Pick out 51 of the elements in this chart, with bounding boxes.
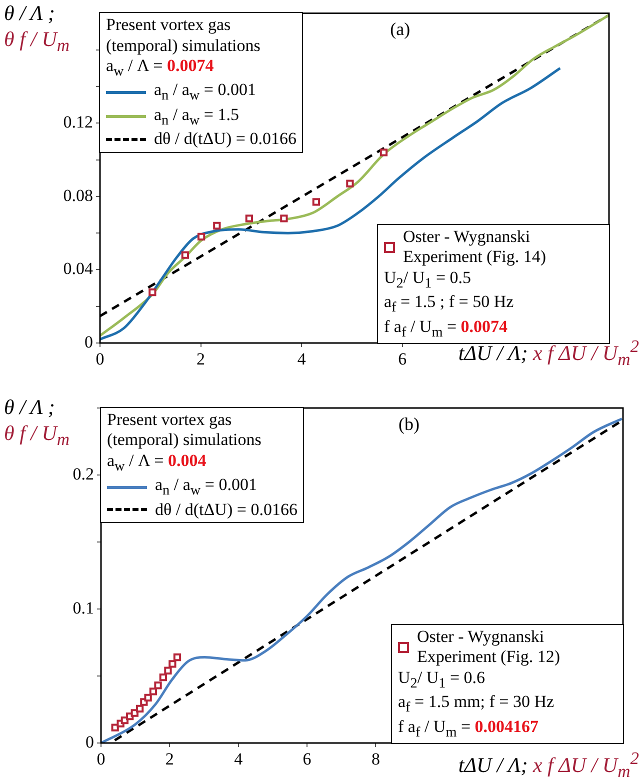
- annotation: a$_{w}$ / Λ = 0.0074: [106, 56, 215, 80]
- annotation: (b): [398, 414, 420, 435]
- point: [312, 198, 320, 206]
- annotation: U$_{2}$/ U$_{1}$ = 0.6: [398, 668, 486, 692]
- point: [173, 653, 182, 662]
- legend-label: a$_{n}$ / a$_{w}$ = 0.001: [154, 80, 256, 105]
- y-tick-label: 0.04: [63, 259, 94, 278]
- y-tick-label: 0.08: [63, 186, 93, 205]
- point: [149, 688, 158, 696]
- annotation: U$_{2}$/ U$_{1}$ = 0.5: [384, 268, 472, 292]
- legend-label: Oster - Wygnanski Experiment (Fig. 12): [417, 627, 562, 668]
- x-tick-label: 4: [234, 750, 244, 769]
- x-tick-label: 2: [196, 350, 206, 369]
- legend-label: dθ / d(tΔU) = 0.0166: [155, 500, 298, 520]
- point: [168, 660, 176, 668]
- point: [164, 666, 172, 674]
- annotation: a$_{f}$ = 1.5 mm; f = 30 Hz: [398, 692, 556, 717]
- annotation: a$_{w}$ / Λ = 0.004: [107, 450, 208, 476]
- x-tick-label: 2: [165, 750, 174, 769]
- point: [213, 222, 221, 230]
- annotation: (a): [390, 19, 410, 40]
- point: [346, 180, 354, 188]
- point: [159, 674, 167, 682]
- annotation: f a$_{f}$ / U$_{m}$ = 0.004167: [398, 716, 540, 741]
- point: [144, 694, 152, 702]
- x-tick-label: 6: [398, 350, 407, 369]
- x-tick-label: 4: [297, 350, 306, 369]
- point: [380, 148, 388, 156]
- y-axis-title: θ / Λ ; θ f / U$_{m}$: [4, 394, 70, 452]
- annotation: a$_{f}$ = 1.5 ; f = 50 Hz: [384, 292, 515, 317]
- x-tick-label: 8: [371, 750, 380, 769]
- y-axis-title: θ / Λ ; θ f / U$_{m}$: [4, 0, 70, 58]
- point: [136, 704, 144, 713]
- annotation: f a$_{f}$ / U$_{m}$ = 0.0074: [384, 316, 509, 341]
- legend-label: a$_{n}$ / a$_{w}$ = 0.001: [155, 475, 257, 500]
- point: [280, 214, 288, 222]
- point: [154, 682, 162, 690]
- y-tick-label: 0.2: [72, 464, 94, 484]
- point: [181, 251, 189, 259]
- y-tick-label: 0.12: [63, 112, 93, 132]
- y-tick-label: 0.1: [72, 598, 94, 618]
- point: [130, 709, 138, 717]
- legend-label: dθ / d(tΔU) = 0.0166: [154, 129, 296, 150]
- legend-label: a$_{n}$ / a$_{w}$ = 1.5: [154, 104, 239, 130]
- y-tick-label: 0: [84, 332, 93, 352]
- point: [148, 288, 156, 296]
- legend-label: Oster - Wygnanski Experiment (Fig. 14): [403, 227, 548, 268]
- y-tick-label: 0: [86, 732, 94, 752]
- x-tick-label: 6: [302, 750, 312, 769]
- point: [245, 214, 253, 222]
- point: [197, 232, 206, 241]
